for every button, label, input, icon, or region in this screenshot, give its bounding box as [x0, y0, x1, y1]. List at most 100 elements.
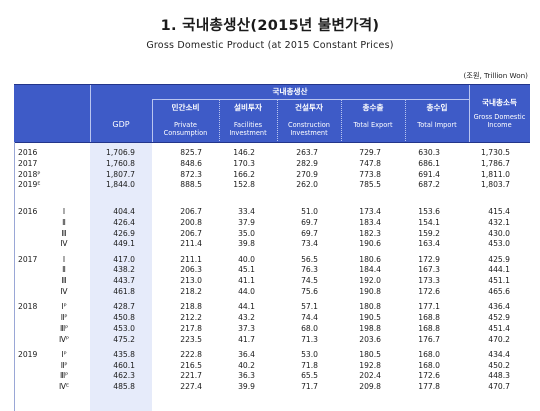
cell-facilities-investment: 166.2 — [233, 169, 255, 179]
cell-total-import: 167.3 — [418, 265, 440, 275]
row-quarter: Ⅰ — [62, 207, 66, 216]
cell-construction-investment: 65.5 — [301, 371, 318, 381]
cell-facilities-investment: 44.1 — [238, 302, 255, 312]
cell-facilities-investment: 36.3 — [238, 371, 255, 381]
cell-total-export: 773.8 — [359, 169, 381, 179]
cell-total-import: 172.9 — [418, 254, 440, 264]
cell-facilities-investment: 40.0 — [238, 254, 255, 264]
table-left-rule — [14, 142, 15, 411]
cell-construction-investment: 74.5 — [301, 276, 318, 286]
table-row: 2019 Ⅰᴾ 435.8 222.8 36.4 53.0 180.5 168.0 434.4 — [0, 350, 540, 360]
header-group-label: 국내총생산 — [272, 87, 308, 96]
cell-total-export: 173.4 — [359, 207, 381, 216]
row-year: 2019ᴱ — [18, 180, 41, 190]
cell-private-consumption: 848.6 — [180, 158, 202, 168]
cell-total-import: 163.4 — [418, 239, 440, 249]
header-gdp-label: GDP — [112, 120, 130, 129]
cell-total-import: 176.7 — [418, 334, 440, 344]
header-construction-kr: 건설투자 — [295, 103, 323, 112]
cell-total-import: 687.2 — [418, 180, 440, 190]
cell-gross-domestic-income: 432.1 — [488, 217, 510, 227]
header-construction-en2: Investment — [290, 129, 328, 137]
cell-total-import: 172.6 — [418, 371, 440, 381]
cell-gross-domestic-income: 470.2 — [488, 334, 510, 344]
cell-total-import: 686.1 — [418, 158, 440, 168]
cell-construction-investment: 74.4 — [301, 313, 318, 322]
table-row: 2017 1,760.8 848.6 170.3 282.9 747.8 686.1 1,78… — [0, 159, 540, 169]
header-gdi-kr: 국내총소득 — [482, 98, 517, 107]
header-export-en: Total Export — [353, 121, 393, 129]
cell-gdp: 438.2 — [113, 265, 135, 275]
cell-gdp: 460.1 — [113, 360, 135, 370]
header-gdi-en2: Income — [487, 121, 512, 129]
row-year: 2019 — [18, 349, 38, 359]
cell-private-consumption: 216.5 — [180, 360, 202, 370]
row-quarter: Ⅲ — [61, 228, 67, 238]
row-quarter: Ⅳᴾ — [59, 334, 69, 344]
cell-facilities-investment: 37.3 — [238, 323, 255, 333]
cell-total-export: 190.5 — [359, 313, 381, 322]
cell-gdp: 426.4 — [113, 217, 135, 227]
cell-total-export: 180.5 — [359, 349, 381, 359]
header-construction: 건설투자 Construction Investment — [277, 102, 341, 137]
cell-gdp: 462.3 — [113, 371, 135, 381]
cell-total-import: 173.3 — [418, 276, 440, 286]
cell-total-import: 177.1 — [418, 302, 440, 312]
cell-gdp: 428.7 — [113, 302, 135, 312]
table-row: Ⅳ 461.8 218.2 44.0 75.6 190.8 172.6 465.6 — [0, 287, 540, 297]
cell-private-consumption: 212.2 — [180, 313, 202, 322]
table-row: Ⅲᴾ 453.0 217.8 37.3 68.0 198.8 168.8 451.4 — [0, 324, 540, 334]
cell-gross-domestic-income: 451.1 — [488, 276, 510, 286]
cell-total-import: 691.4 — [418, 169, 440, 179]
row-quarter: Ⅳᴱ — [58, 382, 70, 392]
gdp-column-band — [90, 143, 152, 411]
cell-facilities-investment: 39.8 — [238, 239, 255, 249]
table-row: Ⅱᴾ 450.8 212.2 43.2 74.4 190.5 168.8 452.9 — [0, 313, 540, 323]
cell-total-export: 747.8 — [359, 158, 381, 168]
cell-private-consumption: 217.8 — [180, 323, 202, 333]
cell-facilities-investment: 41.7 — [238, 334, 255, 344]
cell-private-consumption: 206.3 — [180, 265, 202, 275]
cell-private-consumption: 218.2 — [180, 287, 202, 296]
cell-gdp: 443.7 — [113, 276, 135, 286]
cell-facilities-investment: 45.1 — [238, 265, 255, 275]
cell-facilities-investment: 44.0 — [238, 287, 255, 296]
header-private-en1: Private — [174, 121, 197, 129]
table-row: 2017 Ⅰ 417.0 211.1 40.0 56.5 180.6 172.9 425.9 — [0, 255, 540, 265]
header-gdi-en1: Gross Domestic — [473, 113, 526, 121]
row-quarter: Ⅱ — [62, 217, 66, 227]
row-year: 2018 — [18, 302, 38, 312]
cell-gdp: 485.8 — [113, 382, 135, 392]
table-row: 2016 Ⅰ 404.4 206.7 33.4 51.0 173.4 153.6 415.4 — [0, 207, 540, 217]
table-row: Ⅱ 426.4 200.8 37.9 69.7 183.4 154.1 432.1 — [0, 218, 540, 228]
row-quarter: Ⅲ — [61, 276, 67, 286]
cell-construction-investment: 51.0 — [301, 207, 318, 216]
row-quarter: Ⅳ — [60, 287, 68, 296]
table-row: Ⅱᴾ 460.1 216.5 40.2 71.8 192.8 168.0 450.2 — [0, 361, 540, 371]
cell-total-import: 168.8 — [418, 313, 440, 322]
header-bottom-rule — [14, 142, 530, 143]
cell-construction-investment: 263.7 — [296, 148, 318, 157]
row-year: 2016 — [18, 207, 38, 216]
header-import-en: Total Import — [417, 121, 457, 129]
row-year: 2018ᴾ — [18, 169, 41, 179]
cell-gdp: 449.1 — [113, 239, 135, 249]
cell-construction-investment: 262.0 — [296, 180, 318, 190]
row-year: 2017 — [18, 158, 38, 168]
cell-construction-investment: 71.7 — [301, 382, 318, 392]
cell-facilities-investment: 170.3 — [233, 158, 255, 168]
cell-gross-domestic-income: 1,811.0 — [481, 169, 510, 179]
cell-gdp: 1,807.7 — [106, 169, 135, 179]
cell-facilities-investment: 41.1 — [238, 276, 255, 286]
cell-gdp: 417.0 — [113, 254, 135, 264]
cell-private-consumption: 213.0 — [180, 276, 202, 286]
header-gdp: GDP — [90, 119, 152, 130]
row-quarter: Ⅲᴾ — [59, 323, 69, 333]
cell-total-export: 180.6 — [359, 254, 381, 264]
page-subtitle: Gross Domestic Product (at 2015 Constant… — [146, 40, 394, 51]
cell-gdp: 1,844.0 — [106, 180, 135, 190]
cell-total-export: 209.8 — [359, 382, 381, 392]
cell-facilities-investment: 36.4 — [238, 349, 255, 359]
header-facilities-en2: Investment — [229, 129, 267, 137]
cell-construction-investment: 56.5 — [301, 254, 318, 264]
